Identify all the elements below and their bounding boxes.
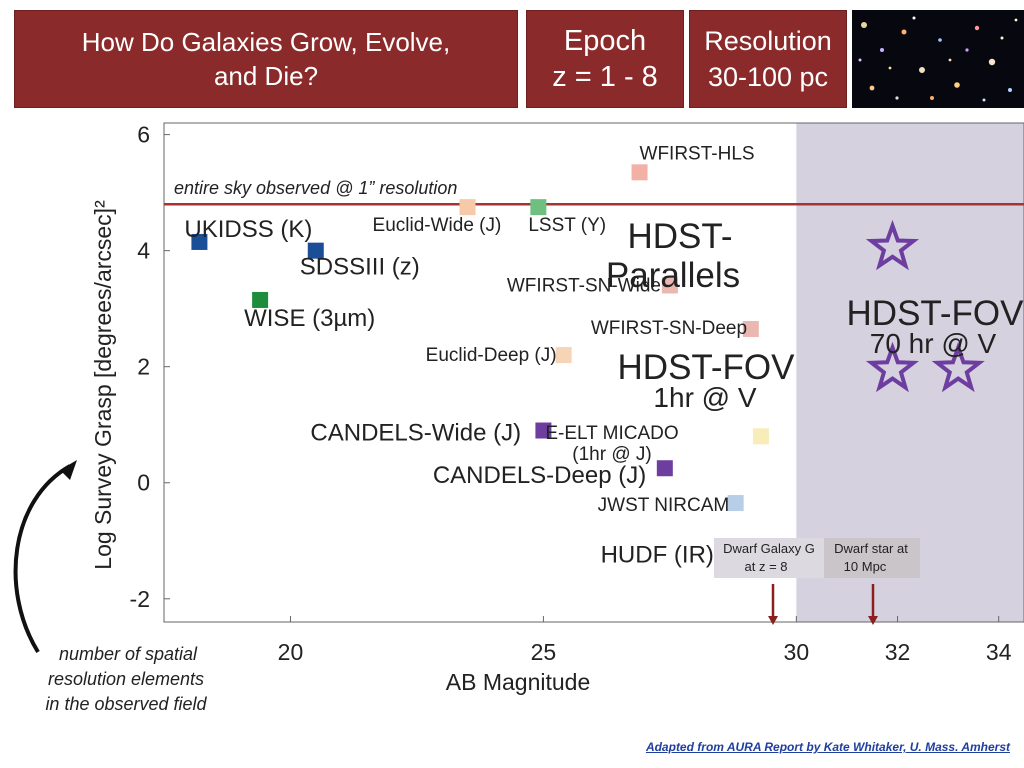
epoch-line-1: Epoch xyxy=(563,25,647,57)
title-line-2: and Die? xyxy=(213,61,319,91)
spatial-label-2: resolution elements xyxy=(48,669,204,689)
hdst-fov-70hr-label-2: 70 hr @ V xyxy=(870,328,997,359)
spatial-label-3: in the observed field xyxy=(45,694,207,714)
x-tick-label: 30 xyxy=(784,639,810,665)
resolution-box: Resolution 30-100 pc xyxy=(689,10,847,108)
dwarf-star-box xyxy=(808,538,920,578)
data-point-label: JWST NIRCAM xyxy=(598,495,730,516)
eelt-label-2: (1hr @ J) xyxy=(572,444,651,465)
data-point-label: Euclid-Wide (J) xyxy=(373,215,502,236)
spatial-elements-arrow xyxy=(13,464,71,654)
hdst-parallels-label-2: Parallels xyxy=(606,256,740,295)
data-point xyxy=(459,199,476,216)
data-point xyxy=(661,277,678,294)
x-tick-label: 34 xyxy=(986,639,1012,665)
credit-note: Adapted from AURA Report by Kate Whitake… xyxy=(645,740,1010,754)
data-point xyxy=(535,422,552,439)
hdst-star-marker xyxy=(865,341,920,393)
resolution-line-2: 30-100 pc xyxy=(707,62,829,92)
x-axis-label: AB Magnitude xyxy=(446,669,590,695)
data-point xyxy=(742,320,759,337)
y-tick-label: 4 xyxy=(137,238,150,264)
dwarf-galaxy-label-2: at z = 8 xyxy=(745,559,788,574)
data-point xyxy=(555,347,572,364)
hdst-star-marker xyxy=(931,341,985,393)
y-tick-label: 2 xyxy=(137,354,150,380)
data-point-label: WFIRST-HLS xyxy=(640,143,755,164)
dwarf-galaxy-label-1: Dwarf Galaxy G xyxy=(723,541,815,556)
data-point-label: WFIRST-SN-Deep xyxy=(591,318,747,339)
x-tick-label: 25 xyxy=(531,639,557,665)
data-point-label: Euclid-Deep (J) xyxy=(426,345,557,366)
data-point xyxy=(307,242,324,259)
data-point xyxy=(530,199,547,216)
data-point-label: WISE (3µm) xyxy=(244,305,375,332)
y-tick-label: -2 xyxy=(130,586,150,612)
hdst-star-marker xyxy=(865,219,920,271)
dwarf-galaxy-arrowhead xyxy=(768,616,778,625)
deep-field-image xyxy=(852,10,1024,108)
epoch-line-2: z = 1 - 8 xyxy=(552,61,658,93)
data-point xyxy=(252,291,269,308)
title-box: How Do Galaxies Grow, Evolve, and Die? xyxy=(14,10,518,108)
data-point xyxy=(727,495,744,512)
y-tick-label: 0 xyxy=(137,470,150,496)
dwarf-star-label-2: 10 Mpc xyxy=(844,559,887,574)
spatial-elements-arrowhead xyxy=(60,460,77,480)
resolution-line-1: Resolution xyxy=(704,26,832,56)
y-axis-label: Log Survey Grasp [degrees/arcsec]² xyxy=(90,200,116,570)
data-point-label: WFIRST-SN-Wide xyxy=(507,275,661,296)
hdst-parallels-label-1: HDST- xyxy=(628,217,733,256)
deep-field-image-art xyxy=(858,16,1018,102)
plot-frame xyxy=(163,122,1024,623)
data-point-label: CANDELS-Wide (J) xyxy=(310,420,521,447)
data-point xyxy=(631,164,648,181)
data-point-label: HUDF (IR) xyxy=(601,542,714,569)
eelt-marker xyxy=(752,428,769,445)
hdst-fov-1hr-label-1: HDST-FOV xyxy=(618,348,796,387)
data-point-label: CANDELS-Deep (J) xyxy=(433,462,646,489)
dwarf-star-arrowhead xyxy=(868,616,878,625)
data-point-label: LSST (Y) xyxy=(528,215,606,236)
data-point-label: SDSSIII (z) xyxy=(300,254,420,281)
y-tick-label: 6 xyxy=(137,122,150,148)
data-point-label: UKIDSS (K) xyxy=(184,216,312,243)
title-line-1: How Do Galaxies Grow, Evolve, xyxy=(81,27,451,57)
entire-sky-label: entire sky observed @ 1” resolution xyxy=(174,178,457,198)
dwarf-galaxy-box xyxy=(714,538,824,578)
epoch-box: Epoch z = 1 - 8 xyxy=(526,10,684,108)
x-tick-label: 20 xyxy=(278,639,304,665)
data-point xyxy=(191,233,208,250)
hdst-fov-1hr-label-2: 1hr @ V xyxy=(653,382,756,413)
data-point xyxy=(656,460,673,477)
hdst-fov-70hr-label-1: HDST-FOV xyxy=(847,294,1024,333)
spatial-label-1: number of spatial xyxy=(59,644,198,664)
dwarf-star-label-1: Dwarf star at xyxy=(834,541,908,556)
x-tick-label: 32 xyxy=(885,639,911,665)
eelt-label-1: E-ELT MICADO xyxy=(545,423,678,444)
